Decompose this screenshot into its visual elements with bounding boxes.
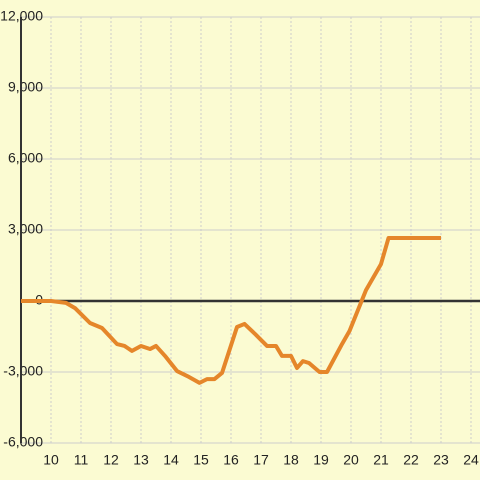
x-tick-label: 17 — [253, 452, 269, 468]
x-tick-label: 16 — [223, 452, 239, 468]
y-tick-label: 6,000 — [8, 150, 43, 166]
x-tick-label: 11 — [74, 452, 89, 468]
x-tick-label: 20 — [343, 452, 359, 468]
x-tick-label: 13 — [133, 452, 149, 468]
x-tick-label: 22 — [403, 452, 419, 468]
x-tick-label: 10 — [43, 452, 59, 468]
y-tick-label: 9,000 — [8, 79, 43, 95]
x-tick-label: 23 — [433, 452, 449, 468]
x-tick-label: 12 — [103, 452, 119, 468]
y-tick-label: 3,000 — [8, 221, 43, 237]
x-tick-label: 14 — [163, 452, 179, 468]
y-tick-label: -3,000 — [3, 363, 43, 379]
y-tick-label: 12,000 — [0, 8, 43, 24]
x-tick-label: 15 — [193, 452, 209, 468]
x-tick-label: 21 — [373, 452, 389, 468]
x-tick-label: 18 — [283, 452, 299, 468]
x-tick-label: 24 — [463, 452, 479, 468]
line — [21, 236, 441, 385]
x-tick-label: 19 — [313, 452, 329, 468]
y-tick-label: -6,000 — [3, 434, 43, 450]
